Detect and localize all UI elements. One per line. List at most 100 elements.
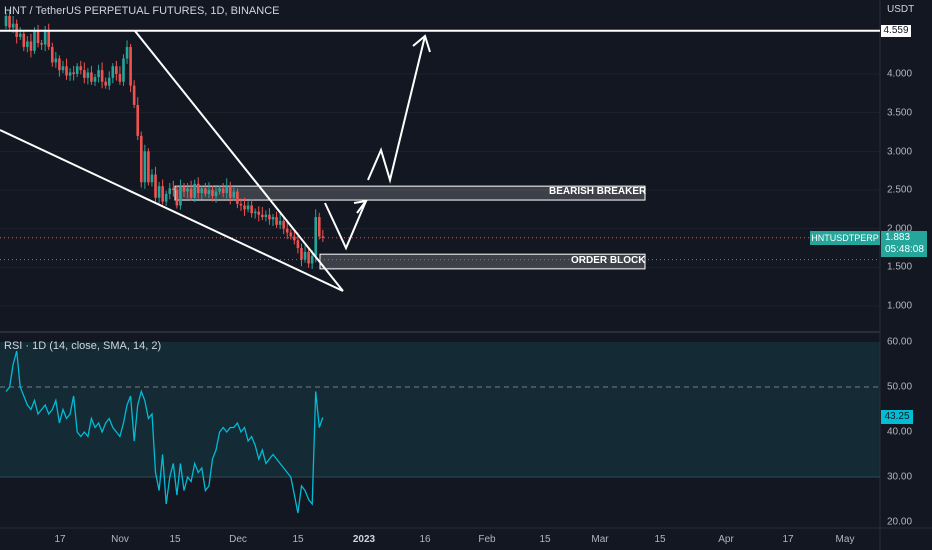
candle-down — [90, 72, 93, 82]
candle-down — [100, 70, 104, 82]
time-tick: 17 — [54, 534, 66, 545]
candle-up — [168, 188, 172, 194]
candle-down — [204, 188, 207, 194]
candle-down — [115, 66, 118, 74]
candle-up — [43, 31, 47, 45]
projection-arrowhead-1 — [353, 199, 369, 214]
candle-down — [58, 58, 61, 71]
time-tick: 15 — [292, 534, 304, 545]
candle-down — [261, 214, 264, 218]
time-tick: 15 — [539, 534, 551, 545]
candle-down — [196, 183, 200, 194]
candle-down — [161, 186, 164, 202]
target-price-label: 4.559 — [881, 25, 911, 37]
candle-down — [22, 33, 26, 47]
time-tick: Feb — [478, 534, 496, 545]
symbol-tag: HNTUSDTPERP — [810, 231, 880, 245]
rsi-tick: 60.00 — [887, 336, 913, 348]
price-pane — [0, 0, 880, 330]
order-block-label: ORDER BLOCK — [571, 255, 646, 266]
price-tick: 4.000 — [887, 68, 913, 80]
time-tick: 15 — [169, 534, 181, 545]
chart-title[interactable]: HNT / TetherUS PERPETUAL FUTURES, 1D, BI… — [4, 5, 280, 17]
price-grid — [0, 73, 880, 307]
price-tick: 3.500 — [887, 107, 913, 119]
candle-up — [150, 174, 154, 183]
projection-arrowhead-2 — [412, 34, 431, 53]
candle-down — [147, 151, 150, 183]
candle-up — [186, 188, 189, 192]
candle-down — [29, 41, 33, 51]
time-tick: 2023 — [352, 534, 376, 545]
candle-down — [293, 236, 296, 241]
candle-down — [136, 104, 140, 136]
candle-up — [122, 58, 125, 82]
candle-down — [317, 217, 321, 237]
price-tick: 3.000 — [887, 146, 913, 158]
candle-down — [132, 85, 136, 105]
candle-down — [221, 188, 225, 194]
candle-up — [111, 66, 115, 78]
projection-path-1 — [324, 200, 367, 251]
candle-down — [72, 72, 75, 74]
candle-up — [75, 66, 79, 74]
rsi-tick: 40.00 — [887, 426, 913, 438]
candle-down — [79, 66, 83, 71]
candle-up — [4, 16, 8, 27]
last-price: 1.883 — [885, 232, 911, 243]
drawings-layer — [0, 29, 880, 292]
candle-up — [278, 220, 282, 225]
candle-up — [107, 77, 111, 86]
price-tick: 1.000 — [887, 300, 913, 312]
candle-down — [8, 16, 11, 28]
candle-up — [207, 190, 211, 194]
candle-up — [97, 70, 100, 78]
candle-up — [193, 183, 196, 198]
rsi-line — [5, 350, 324, 514]
candle-down — [139, 135, 143, 183]
candle-up — [264, 214, 268, 218]
rsi-indicator-title[interactable]: RSI · 1D (14, close, SMA, 14, 2) — [4, 340, 162, 352]
bearish-breaker-label: BEARISH BREAKER — [549, 186, 647, 197]
time-tick: Apr — [718, 534, 734, 545]
candle-up — [314, 217, 318, 256]
candle-down — [154, 174, 157, 198]
candles-layer — [4, 10, 325, 269]
candle-up — [246, 205, 250, 210]
currency-label: USDT — [887, 4, 915, 15]
wedge-lower-line — [0, 129, 344, 292]
candle-up — [179, 186, 182, 206]
candle-down — [211, 190, 214, 197]
candle-down — [285, 228, 289, 233]
candle-down — [250, 205, 253, 214]
candle-down — [83, 70, 86, 78]
candle-down — [275, 217, 278, 225]
candle-down — [296, 240, 300, 248]
rsi-tick: 50.00 — [887, 381, 913, 393]
candle-up — [33, 31, 36, 51]
candle-down — [50, 46, 54, 63]
candle-up — [18, 33, 22, 37]
candle-up — [157, 186, 161, 198]
zones-layer — [174, 185, 646, 270]
candle-up — [225, 186, 229, 194]
time-tick: Nov — [111, 534, 129, 545]
candle-down — [268, 214, 271, 220]
rsi-tick: 20.00 — [887, 516, 913, 528]
candle-down — [36, 31, 40, 44]
bar-countdown: 05:48:08 — [885, 244, 924, 255]
candle-up — [143, 151, 147, 183]
candle-down — [175, 190, 179, 206]
candle-down — [182, 186, 186, 192]
candle-up — [253, 211, 257, 214]
time-tick: Dec — [229, 534, 247, 545]
candle-up — [271, 217, 275, 220]
candle-up — [303, 251, 307, 260]
candle-down — [40, 43, 43, 45]
wedge-upper-line — [134, 30, 344, 292]
time-tick: 16 — [419, 534, 431, 545]
candle-down — [300, 248, 303, 260]
candle-down — [172, 188, 175, 190]
price-tick: 1.500 — [887, 261, 913, 273]
